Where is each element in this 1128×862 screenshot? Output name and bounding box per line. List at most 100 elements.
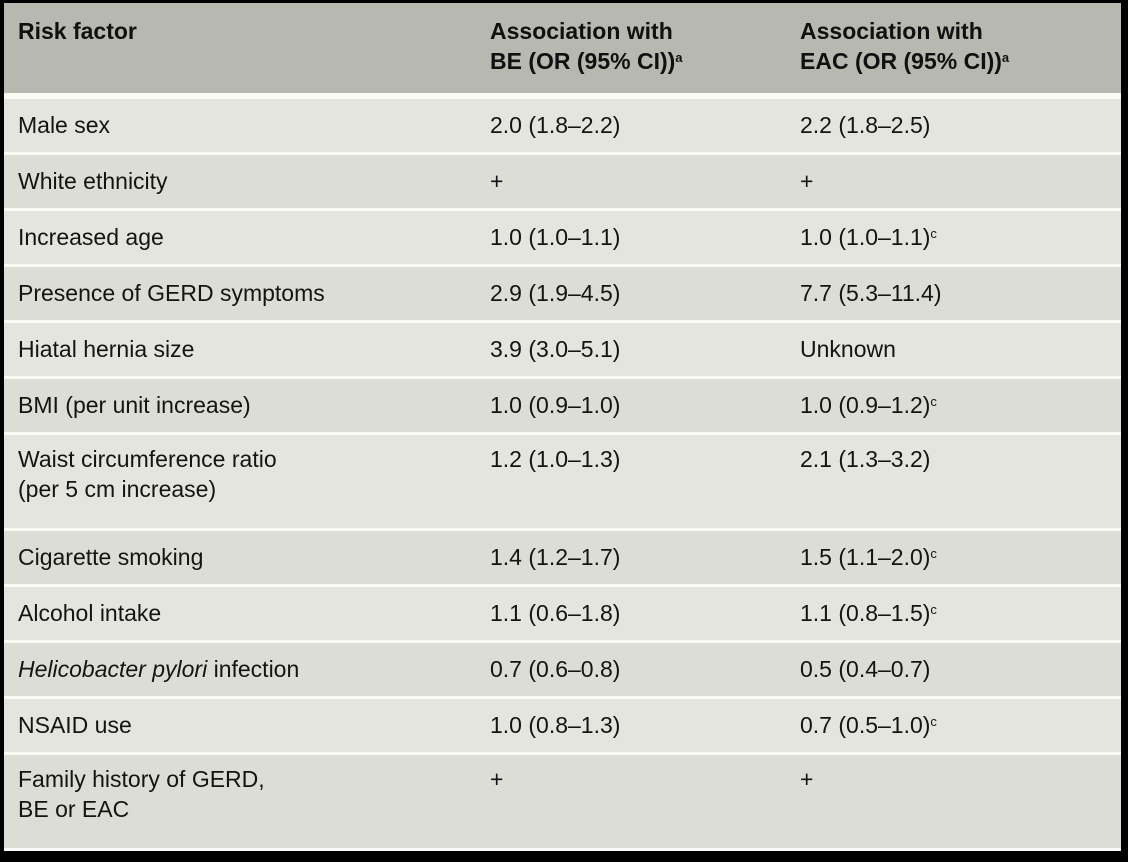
table-row: Male sex 2.0 (1.8–2.2) 2.2 (1.8–2.5) <box>4 99 1121 155</box>
table-row: BMI (per unit increase) 1.0 (0.9–1.0) 1.… <box>4 379 1121 435</box>
risk-factor-table: Risk factor Association with BE (OR (95%… <box>4 3 1121 852</box>
eac-value: 2.2 (1.8–2.5) <box>800 112 931 138</box>
risk-factor-label: Alcohol intake <box>18 600 490 627</box>
risk-factor-label: Cigarette smoking <box>18 544 490 571</box>
be-value: 1.0 (0.9–1.0) <box>490 392 621 418</box>
risk-factor-text: Family history of GERD, <box>18 766 265 792</box>
be-value: 0.7 (0.6–0.8) <box>490 656 621 682</box>
risk-factor-cell: Alcohol intake <box>4 600 490 627</box>
eac-value: 0.5 (0.4–0.7) <box>800 656 931 682</box>
risk-factor-text: Increased age <box>18 224 164 250</box>
risk-factor-label-line2: (per 5 cm increase) <box>18 476 217 502</box>
eac-value-cell: 1.0 (0.9–1.2)c <box>800 392 1121 419</box>
eac-value-cell: + <box>800 764 1121 794</box>
eac-value-cell: 0.5 (0.4–0.7) <box>800 656 1121 683</box>
be-value-cell: 1.0 (1.0–1.1) <box>490 224 800 251</box>
column-header-eac: Association with EAC (OR (95% CI))a <box>800 16 1121 76</box>
risk-factor-text: Cigarette smoking <box>18 544 204 570</box>
column-header-be: Association with BE (OR (95% CI))a <box>490 16 800 76</box>
table-row: Waist circumference ratio (per 5 cm incr… <box>4 435 1121 531</box>
be-value-cell: 3.9 (3.0–5.1) <box>490 336 800 363</box>
risk-factor-text: Male sex <box>18 112 111 138</box>
eac-value-cell: 1.5 (1.1–2.0)c <box>800 544 1121 571</box>
header-line2-text: BE (OR (95% CI)) <box>490 48 676 74</box>
eac-value: 1.0 (0.9–1.2) <box>800 392 931 418</box>
eac-value: + <box>800 168 814 194</box>
eac-value-cell: 1.0 (1.0–1.1)c <box>800 224 1121 251</box>
risk-factor-label: BMI (per unit increase) <box>18 392 490 419</box>
eac-value: + <box>800 766 814 792</box>
be-value: 1.1 (0.6–1.8) <box>490 600 621 626</box>
eac-value-cell: + <box>800 168 1121 195</box>
header-row: Risk factor Association with BE (OR (95%… <box>4 3 1121 99</box>
be-value-cell: 1.0 (0.9–1.0) <box>490 392 800 419</box>
header-line1: Association with <box>490 18 673 44</box>
eac-value: 1.1 (0.8–1.5) <box>800 600 931 626</box>
eac-value: 1.5 (1.1–2.0) <box>800 544 931 570</box>
footnote-marker: c <box>930 602 937 617</box>
be-value-cell: 1.4 (1.2–1.7) <box>490 544 800 571</box>
risk-factor-label: Male sex <box>18 112 490 139</box>
eac-value-cell: 1.1 (0.8–1.5)c <box>800 600 1121 627</box>
risk-factor-label: NSAID use <box>18 712 490 739</box>
risk-factor-cell: Helicobacter pylori infection <box>4 656 490 683</box>
be-value: 2.9 (1.9–4.5) <box>490 280 621 306</box>
risk-factor-cell: Male sex <box>4 112 490 139</box>
eac-value-cell: 0.7 (0.5–1.0)c <box>800 712 1121 739</box>
header-line2: EAC (OR (95% CI))a <box>800 46 1121 76</box>
footnote-marker: c <box>930 394 937 409</box>
be-value-cell: 1.2 (1.0–1.3) <box>490 444 800 474</box>
be-value-cell: + <box>490 764 800 794</box>
be-value: + <box>490 168 504 194</box>
risk-factor-text: Waist circumference ratio <box>18 446 277 472</box>
be-value: 1.0 (1.0–1.1) <box>490 224 621 250</box>
table-row: Family history of GERD, BE or EAC + + <box>4 755 1121 851</box>
risk-factor-cell: Waist circumference ratio (per 5 cm incr… <box>4 444 490 504</box>
risk-factor-label: Waist circumference ratio <box>18 444 490 474</box>
footnote-marker: a <box>1001 50 1010 65</box>
risk-factor-cell: NSAID use <box>4 712 490 739</box>
be-value: 2.0 (1.8–2.2) <box>490 112 621 138</box>
table-row: Presence of GERD symptoms 2.9 (1.9–4.5) … <box>4 267 1121 323</box>
risk-factor-cell: Hiatal hernia size <box>4 336 490 363</box>
table-row: Helicobacter pylori infection 0.7 (0.6–0… <box>4 643 1121 699</box>
be-value-cell: 1.1 (0.6–1.8) <box>490 600 800 627</box>
be-value: 1.2 (1.0–1.3) <box>490 446 621 472</box>
be-value: 3.9 (3.0–5.1) <box>490 336 621 362</box>
eac-value: 2.1 (1.3–3.2) <box>800 446 931 472</box>
header-line2-text: EAC (OR (95% CI)) <box>800 48 1002 74</box>
risk-factor-cell: BMI (per unit increase) <box>4 392 490 419</box>
risk-factor-label-line2: BE or EAC <box>18 796 130 822</box>
eac-value-cell: 2.2 (1.8–2.5) <box>800 112 1121 139</box>
eac-value: 1.0 (1.0–1.1) <box>800 224 931 250</box>
risk-factor-label: Hiatal hernia size <box>18 336 490 363</box>
header-line2: BE (OR (95% CI))a <box>490 46 800 76</box>
risk-factor-label: Helicobacter pylori infection <box>18 656 490 683</box>
risk-factor-italic-text: Helicobacter pylori <box>18 656 208 682</box>
risk-factor-text: Alcohol intake <box>18 600 162 626</box>
eac-value-cell: Unknown <box>800 336 1121 363</box>
table-row: NSAID use 1.0 (0.8–1.3) 0.7 (0.5–1.0)c <box>4 699 1121 755</box>
be-value-cell: 0.7 (0.6–0.8) <box>490 656 800 683</box>
risk-factor-cell: Cigarette smoking <box>4 544 490 571</box>
risk-factor-text: Presence of GERD symptoms <box>18 280 325 306</box>
eac-value: 0.7 (0.5–1.0) <box>800 712 931 738</box>
footnote-marker: a <box>675 50 683 65</box>
be-value-cell: 2.0 (1.8–2.2) <box>490 112 800 139</box>
table-row: Alcohol intake 1.1 (0.6–1.8) 1.1 (0.8–1.… <box>4 587 1121 643</box>
footnote-marker: c <box>930 714 937 729</box>
footnote-marker: c <box>930 226 937 241</box>
be-value-cell: 1.0 (0.8–1.3) <box>490 712 800 739</box>
be-value: + <box>490 766 504 792</box>
risk-factor-text: NSAID use <box>18 712 132 738</box>
footnote-marker: c <box>930 546 937 561</box>
table-row: White ethnicity + + <box>4 155 1121 211</box>
risk-factor-cell: Increased age <box>4 224 490 251</box>
be-value-cell: + <box>490 168 800 195</box>
header-line1: Association with <box>800 18 983 44</box>
risk-factor-text: White ethnicity <box>18 168 168 194</box>
eac-value-cell: 2.1 (1.3–3.2) <box>800 444 1121 474</box>
column-header-risk-factor: Risk factor <box>4 16 490 46</box>
table-row: Cigarette smoking 1.4 (1.2–1.7) 1.5 (1.1… <box>4 531 1121 587</box>
